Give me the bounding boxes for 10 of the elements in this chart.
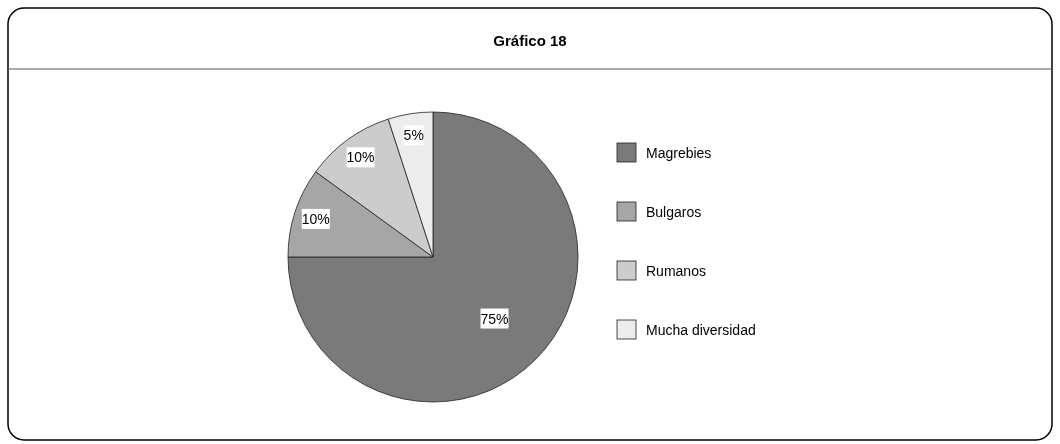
pie-slice [287,111,579,403]
legend-label: Rumanos [646,263,706,279]
chart-title: Gráfico 18 [493,32,567,49]
data-label: 10% [301,210,330,227]
data-label: 10% [346,149,375,166]
legend-label: Magrebies [646,145,712,161]
legend-label: Bulgaros [646,204,702,220]
data-label: 5% [403,127,424,144]
legend-label: Mucha diversidad [646,322,756,338]
data-label: 75% [480,310,509,327]
